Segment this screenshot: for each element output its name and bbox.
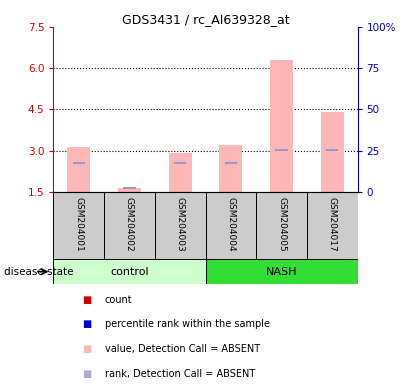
Bar <box>321 112 344 192</box>
Bar <box>118 188 141 192</box>
Bar <box>224 162 237 164</box>
Bar <box>206 192 256 259</box>
Text: GSM204003: GSM204003 <box>175 197 185 252</box>
Text: GSM204001: GSM204001 <box>74 197 83 252</box>
Text: ■: ■ <box>82 344 92 354</box>
Bar <box>72 162 85 164</box>
Bar <box>270 60 293 192</box>
Bar <box>275 149 288 151</box>
Bar <box>206 259 358 284</box>
Text: GSM204017: GSM204017 <box>328 197 337 252</box>
Text: ■: ■ <box>82 295 92 305</box>
Bar <box>326 149 339 151</box>
Text: NASH: NASH <box>266 266 297 277</box>
Text: ■: ■ <box>82 369 92 379</box>
Bar <box>67 147 90 192</box>
Text: value, Detection Call = ABSENT: value, Detection Call = ABSENT <box>105 344 260 354</box>
Bar <box>53 259 206 284</box>
Text: count: count <box>105 295 132 305</box>
Text: GSM204004: GSM204004 <box>226 197 236 252</box>
Bar <box>307 192 358 259</box>
Title: GDS3431 / rc_AI639328_at: GDS3431 / rc_AI639328_at <box>122 13 289 26</box>
Bar <box>256 192 307 259</box>
Text: ■: ■ <box>82 319 92 329</box>
Text: GSM204005: GSM204005 <box>277 197 286 252</box>
Bar <box>174 162 187 164</box>
Bar <box>155 192 206 259</box>
Bar <box>169 153 192 192</box>
Text: rank, Detection Call = ABSENT: rank, Detection Call = ABSENT <box>105 369 255 379</box>
Bar <box>53 192 104 259</box>
Bar <box>104 192 155 259</box>
Text: GSM204002: GSM204002 <box>125 197 134 252</box>
Text: disease state: disease state <box>4 266 74 277</box>
Bar <box>219 145 242 192</box>
Text: control: control <box>110 266 149 277</box>
Bar <box>123 187 136 189</box>
Text: percentile rank within the sample: percentile rank within the sample <box>105 319 270 329</box>
